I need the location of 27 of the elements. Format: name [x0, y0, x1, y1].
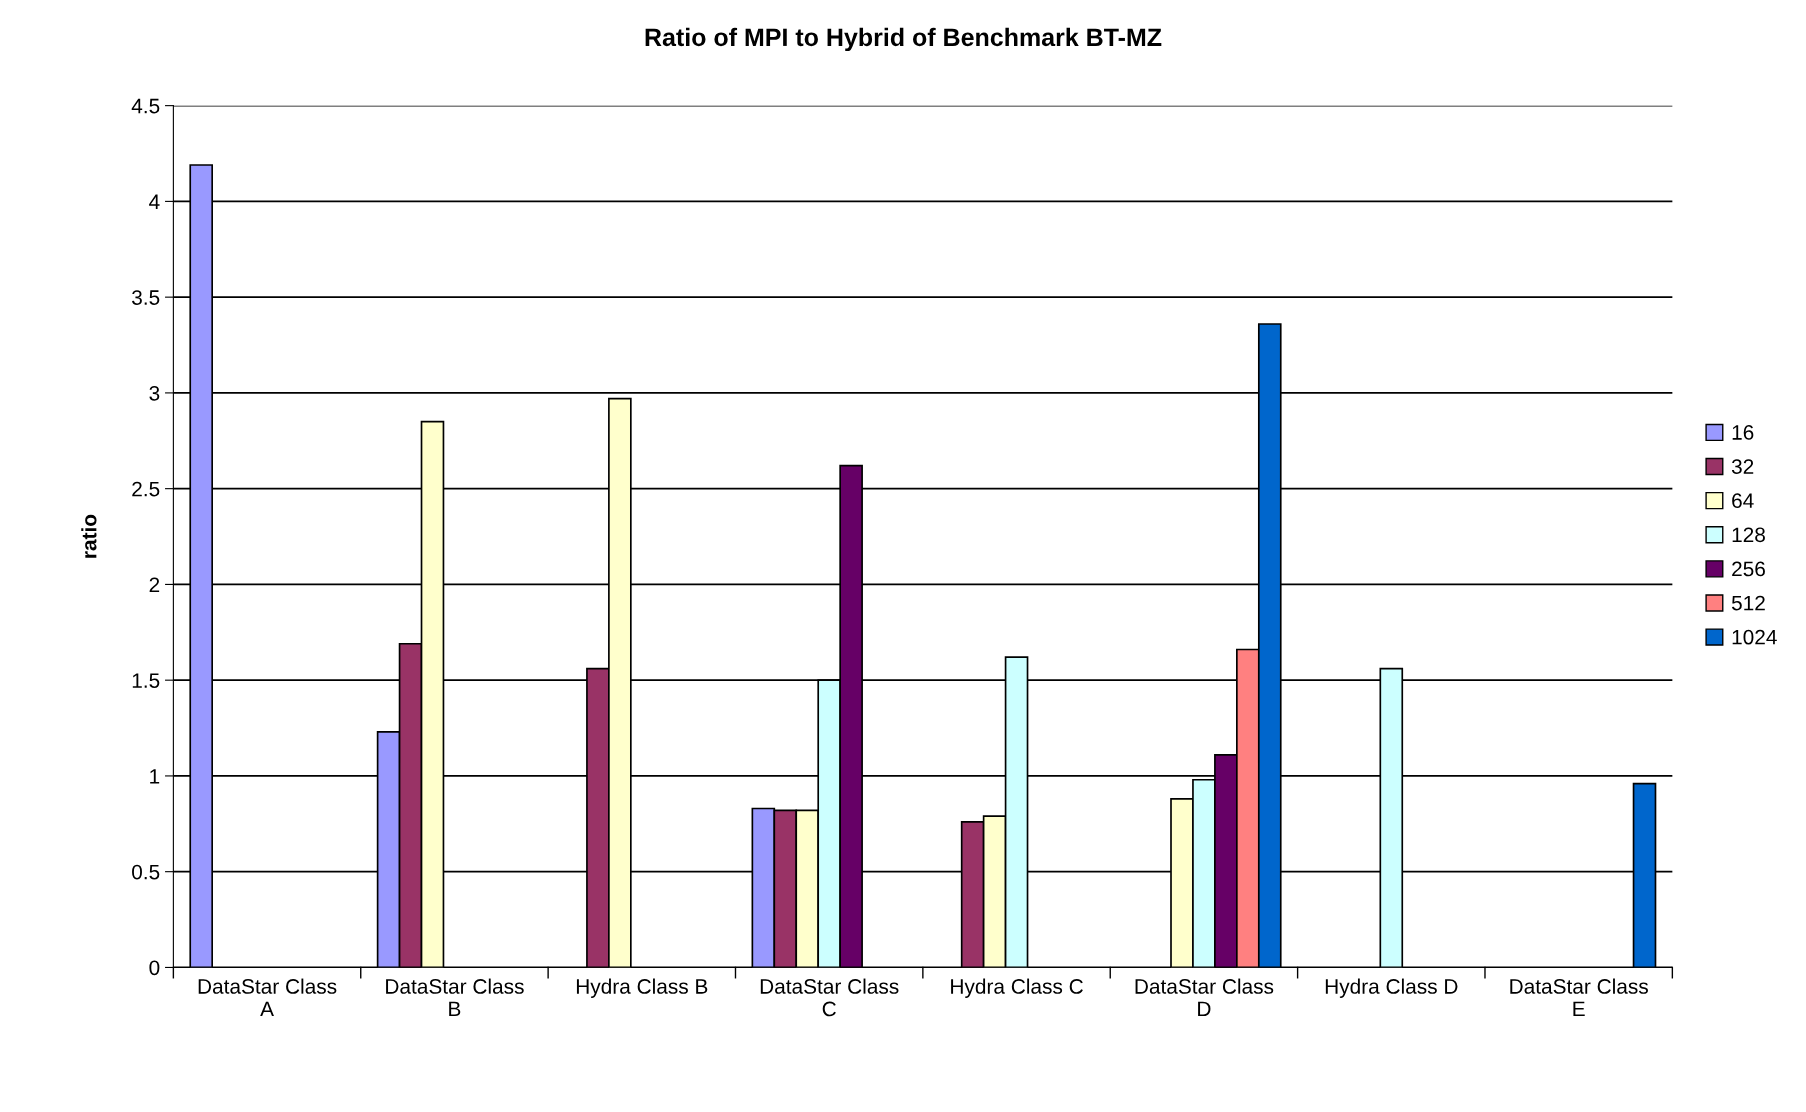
legend-label: 32 — [1731, 459, 1754, 474]
x-tick-label: DataStar Class C — [760, 978, 899, 1017]
legend-label: 1024 — [1732, 629, 1777, 645]
y-tick-label: 2.5 — [132, 481, 160, 497]
legend-label: 16 — [1732, 425, 1754, 440]
y-tick-label: 2 — [149, 577, 160, 592]
y-tick-label: 4 — [149, 194, 160, 209]
x-tick-label: DataStar Class D — [1135, 978, 1274, 1017]
y-tick-label: 0.5 — [132, 864, 160, 880]
y-axis-title: ratio — [81, 514, 97, 558]
legend-label: 128 — [1732, 527, 1765, 543]
x-tick-label: DataStar Class E — [1510, 978, 1648, 1017]
chart-title: Ratio of MPI to Hybrid of Benchmark BT-MZ — [645, 27, 1162, 52]
legend-label: 64 — [1732, 493, 1754, 509]
y-tick-label: 4.5 — [131, 98, 160, 114]
x-tick-label: DataStar Class A — [198, 978, 337, 1017]
y-tick-label: 1 — [150, 769, 160, 784]
legend-label: 512 — [1731, 595, 1765, 611]
x-tick-label: DataStar Class B — [386, 978, 524, 1017]
x-tick-label: Hydra Class D — [1325, 978, 1458, 998]
y-tick-label: 0 — [149, 960, 160, 976]
y-tick-label: 3 — [149, 385, 160, 401]
y-tick-label: 3.5 — [132, 290, 160, 305]
y-tick-label: 1.5 — [132, 673, 160, 688]
legend-label: 256 — [1732, 561, 1765, 577]
x-tick-label: Hydra Class C — [951, 978, 1083, 998]
x-tick-label: Hydra Class B — [576, 978, 708, 998]
